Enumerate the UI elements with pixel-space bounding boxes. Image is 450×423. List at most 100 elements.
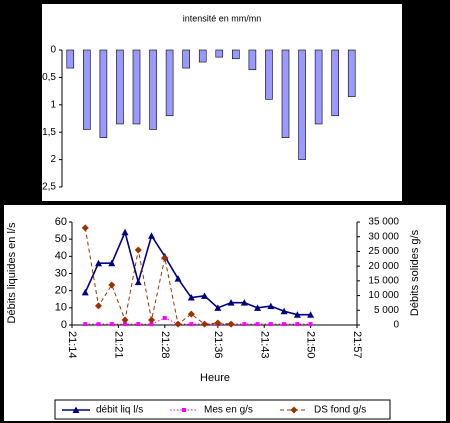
point <box>162 315 167 320</box>
point <box>174 275 182 282</box>
point <box>149 322 154 327</box>
y-tick-label: 1,5 <box>42 127 56 138</box>
bar <box>265 49 273 100</box>
bar <box>99 49 108 138</box>
y2-tick-label: 30 000 <box>368 231 399 242</box>
y-tick-label: 1 <box>50 99 56 110</box>
point <box>121 316 129 324</box>
point <box>121 228 129 236</box>
bar <box>248 49 257 71</box>
bar <box>83 49 91 130</box>
point <box>293 311 301 318</box>
x-tick-label: 21:28 <box>159 331 171 359</box>
bar <box>149 49 157 130</box>
point <box>189 322 194 327</box>
bar <box>281 49 290 138</box>
point <box>255 322 260 327</box>
point <box>81 288 89 296</box>
point <box>148 316 156 324</box>
bar <box>132 49 141 125</box>
point <box>108 281 116 289</box>
y-tick-label: 2,5 <box>42 182 56 193</box>
point <box>282 322 287 327</box>
point <box>242 322 247 327</box>
point <box>95 302 103 310</box>
point <box>109 322 114 327</box>
y2-tick-label: 20 000 <box>368 261 399 272</box>
point <box>214 319 222 327</box>
y-tick-label: 20 <box>55 285 67 297</box>
legend-marker <box>182 408 186 412</box>
point <box>240 299 248 306</box>
point <box>95 259 103 267</box>
x-tick-label: 21:50 <box>305 331 317 359</box>
point <box>295 322 300 327</box>
point <box>267 302 275 310</box>
point <box>307 311 315 318</box>
y-tick-label: 2 <box>50 154 56 165</box>
x-tick-label: 21:21 <box>112 331 124 359</box>
bar <box>314 49 323 125</box>
point <box>161 254 169 262</box>
bar <box>182 49 190 69</box>
y-tick-label: 10 <box>55 302 67 314</box>
point <box>96 322 101 327</box>
bar <box>331 49 339 117</box>
point <box>201 320 209 328</box>
point <box>308 322 313 327</box>
bar <box>198 49 207 63</box>
bar <box>116 49 124 125</box>
top-panel <box>42 4 402 201</box>
point <box>81 224 89 232</box>
y2-tick-label: 25 000 <box>368 246 399 257</box>
y2-tick-label: 35 000 <box>368 217 399 228</box>
bottom-panel <box>4 205 446 421</box>
point <box>268 322 273 327</box>
bar <box>298 49 306 160</box>
legend-label: débit liq l/s <box>96 405 143 416</box>
bar <box>165 49 174 117</box>
point <box>187 310 195 318</box>
y-tick-label: 0 <box>61 319 67 331</box>
point <box>201 292 209 299</box>
bar <box>232 49 240 60</box>
point <box>254 304 262 311</box>
x-tick-label: 21:43 <box>258 331 270 359</box>
y-tick-label: 30 <box>55 267 67 279</box>
y-tick-label: 0 <box>50 45 56 56</box>
legend-label: Mes en g/s <box>204 405 253 416</box>
y-tick-label: 60 <box>55 216 67 228</box>
point <box>148 232 156 239</box>
point <box>227 299 235 306</box>
point <box>227 320 235 328</box>
y2-tick-label: 15 000 <box>368 275 399 286</box>
y-axis-label: Débits liquides en l/s <box>6 222 18 323</box>
legend <box>54 399 391 420</box>
x-tick-label: 21:36 <box>212 331 224 359</box>
y-tick-label: 50 <box>55 233 67 245</box>
legend-label: DS fond g/s <box>314 405 366 416</box>
point <box>136 322 141 327</box>
legend-marker <box>72 406 80 413</box>
y2-axis-label: Débits solides g/s <box>409 229 421 316</box>
bar <box>215 49 224 58</box>
bar <box>66 49 75 69</box>
point <box>280 307 288 315</box>
chart-title: intensité en mm/mn <box>183 13 262 23</box>
y2-tick-label: 0 <box>393 320 399 331</box>
x-tick-label: 21:57 <box>351 331 363 359</box>
legend-marker <box>290 406 298 414</box>
point <box>134 246 142 254</box>
point <box>123 322 128 327</box>
bar <box>347 49 356 97</box>
point <box>108 259 116 267</box>
y-tick-label: 0,5 <box>42 72 56 83</box>
point <box>214 304 222 311</box>
x-tick-label: 21:14 <box>66 331 78 359</box>
point <box>187 294 195 301</box>
x-axis-label: Heure <box>200 372 230 384</box>
y2-tick-label: 10 000 <box>368 290 399 301</box>
point <box>83 322 88 327</box>
